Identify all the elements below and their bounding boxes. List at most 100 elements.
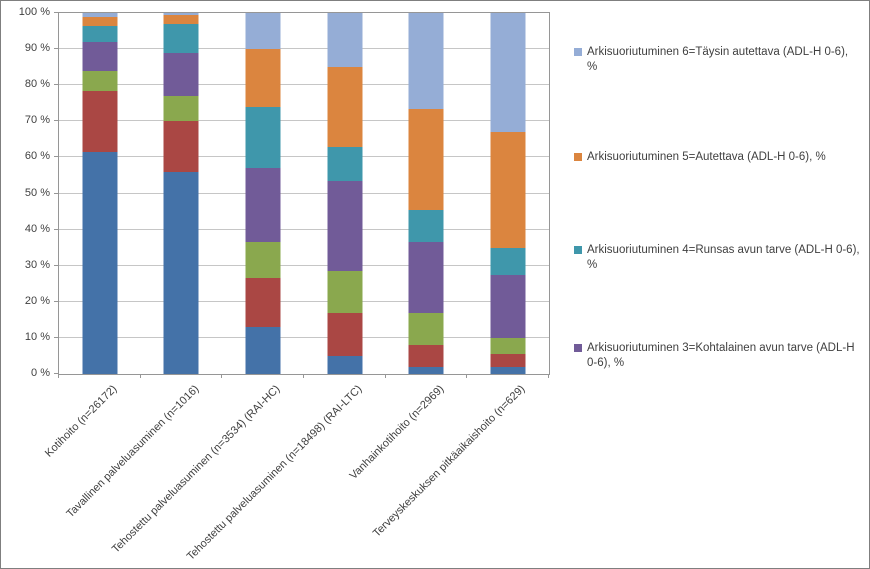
y-tick-mark bbox=[54, 264, 58, 266]
bar-segment-purple bbox=[163, 52, 199, 97]
y-tick-label: 80 % bbox=[24, 78, 50, 91]
y-tick-mark bbox=[54, 300, 58, 302]
bar-segment-lightblue bbox=[327, 13, 363, 68]
y-tick-label: 0 % bbox=[31, 367, 50, 379]
y-tick-mark bbox=[54, 12, 58, 13]
bar-segment-orange bbox=[245, 49, 281, 107]
bar-segment-lightblue bbox=[408, 13, 444, 109]
bar-segment-blue bbox=[245, 327, 281, 374]
gridline bbox=[59, 264, 549, 266]
gridline bbox=[59, 84, 549, 86]
x-tick-mark bbox=[548, 374, 549, 378]
bar-3 bbox=[245, 13, 281, 374]
bar-segment-orange bbox=[327, 67, 363, 147]
y-tick-mark bbox=[54, 48, 58, 50]
bar-segment-red bbox=[490, 354, 526, 367]
legend-entry: Arkisuoriutuminen 4=Runsas avun tarve (A… bbox=[574, 243, 861, 273]
y-tick-mark bbox=[54, 84, 58, 86]
legend-label: Arkisuoriutuminen 3=Kohtalainen avun tar… bbox=[587, 342, 855, 369]
gridline bbox=[59, 228, 549, 230]
bar-segment-red bbox=[245, 278, 281, 328]
bar-segment-teal bbox=[245, 106, 281, 169]
bar-segment-lightblue bbox=[82, 13, 118, 17]
bar-segment-blue bbox=[82, 152, 118, 374]
gridline bbox=[59, 48, 549, 50]
bar-segment-red bbox=[408, 345, 444, 367]
gridline bbox=[59, 336, 549, 338]
bar-segment-blue bbox=[490, 366, 526, 374]
x-tick-mark bbox=[384, 374, 386, 378]
legend-entry: Arkisuoriutuminen 5=Autettava (ADL-H 0-6… bbox=[574, 150, 826, 165]
y-tick-label: 70 % bbox=[24, 114, 50, 127]
plot-area bbox=[58, 12, 550, 375]
gridline bbox=[59, 192, 549, 194]
bar-segment-red bbox=[163, 121, 199, 172]
bar-segment-teal bbox=[327, 146, 363, 181]
legend-label: Arkisuoriutuminen 5=Autettava (ADL-H 0-6… bbox=[587, 151, 826, 163]
bar-segment-blue bbox=[327, 355, 363, 374]
bar-segment-green bbox=[82, 70, 118, 91]
y-tick-mark bbox=[54, 228, 58, 230]
bar-segment-purple bbox=[490, 274, 526, 338]
legend-marker-teal bbox=[574, 246, 582, 254]
x-tick-mark bbox=[58, 374, 59, 378]
bar-segment-orange bbox=[408, 108, 444, 210]
bar-segment-teal bbox=[163, 23, 199, 53]
gridline bbox=[59, 300, 549, 302]
bar-1 bbox=[82, 13, 118, 374]
legend-label: Arkisuoriutuminen 6=Täysin autettava (AD… bbox=[587, 46, 849, 73]
bar-segment-orange bbox=[490, 132, 526, 248]
bar-segment-purple bbox=[82, 41, 118, 71]
bar-segment-green bbox=[327, 271, 363, 313]
y-tick-label: 50 % bbox=[24, 186, 50, 199]
x-tick-mark bbox=[139, 374, 141, 378]
bar-segment-teal bbox=[490, 247, 526, 275]
y-tick-label: 30 % bbox=[24, 258, 50, 271]
bar-segment-lightblue bbox=[163, 13, 199, 15]
gridline bbox=[59, 120, 549, 122]
y-tick-label: 20 % bbox=[24, 294, 50, 307]
legend-marker-purple bbox=[574, 344, 582, 352]
bar-segment-purple bbox=[408, 242, 444, 313]
x-tick-mark bbox=[303, 374, 304, 378]
bar-segment-lightblue bbox=[245, 13, 281, 50]
y-tick-mark bbox=[54, 120, 58, 122]
bar-segment-teal bbox=[82, 25, 118, 42]
y-tick-label: 60 % bbox=[24, 150, 50, 163]
legend-entry: Arkisuoriutuminen 3=Kohtalainen avun tar… bbox=[574, 341, 861, 371]
y-tick-label: 100 % bbox=[18, 6, 50, 18]
bar-segment-green bbox=[408, 312, 444, 346]
bar-segment-green bbox=[163, 96, 199, 122]
bar-segment-purple bbox=[245, 168, 281, 243]
bar-segment-blue bbox=[163, 171, 199, 374]
x-tick-mark bbox=[221, 374, 223, 378]
bar-segment-lightblue bbox=[490, 13, 526, 133]
bar-segment-red bbox=[82, 90, 118, 152]
y-tick-mark bbox=[54, 156, 58, 158]
bar-segment-purple bbox=[327, 180, 363, 272]
bar-6 bbox=[490, 13, 526, 374]
y-tick-mark bbox=[54, 336, 58, 338]
bar-4 bbox=[327, 13, 363, 374]
x-tick-mark bbox=[466, 374, 468, 378]
y-tick-label: 10 % bbox=[24, 330, 50, 343]
y-tick-mark bbox=[54, 373, 58, 374]
bar-segment-green bbox=[245, 242, 281, 279]
bar-segment-orange bbox=[163, 14, 199, 24]
legend-entry: Arkisuoriutuminen 6=Täysin autettava (AD… bbox=[574, 45, 861, 75]
y-tick-label: 90 % bbox=[24, 42, 50, 55]
legend-marker-lightblue bbox=[574, 48, 582, 56]
bar-segment-orange bbox=[82, 16, 118, 26]
bar-segment-blue bbox=[408, 366, 444, 374]
y-tick-mark bbox=[54, 192, 58, 194]
legend: Arkisuoriutuminen 6=Täysin autettava (AD… bbox=[574, 1, 861, 568]
bar-5 bbox=[408, 13, 444, 374]
bar-segment-teal bbox=[408, 209, 444, 243]
bar-2 bbox=[163, 13, 199, 374]
gridline bbox=[59, 156, 549, 158]
legend-marker-orange bbox=[574, 153, 582, 161]
y-tick-label: 40 % bbox=[24, 222, 50, 235]
bar-segment-green bbox=[490, 337, 526, 355]
bar-segment-red bbox=[327, 312, 363, 356]
